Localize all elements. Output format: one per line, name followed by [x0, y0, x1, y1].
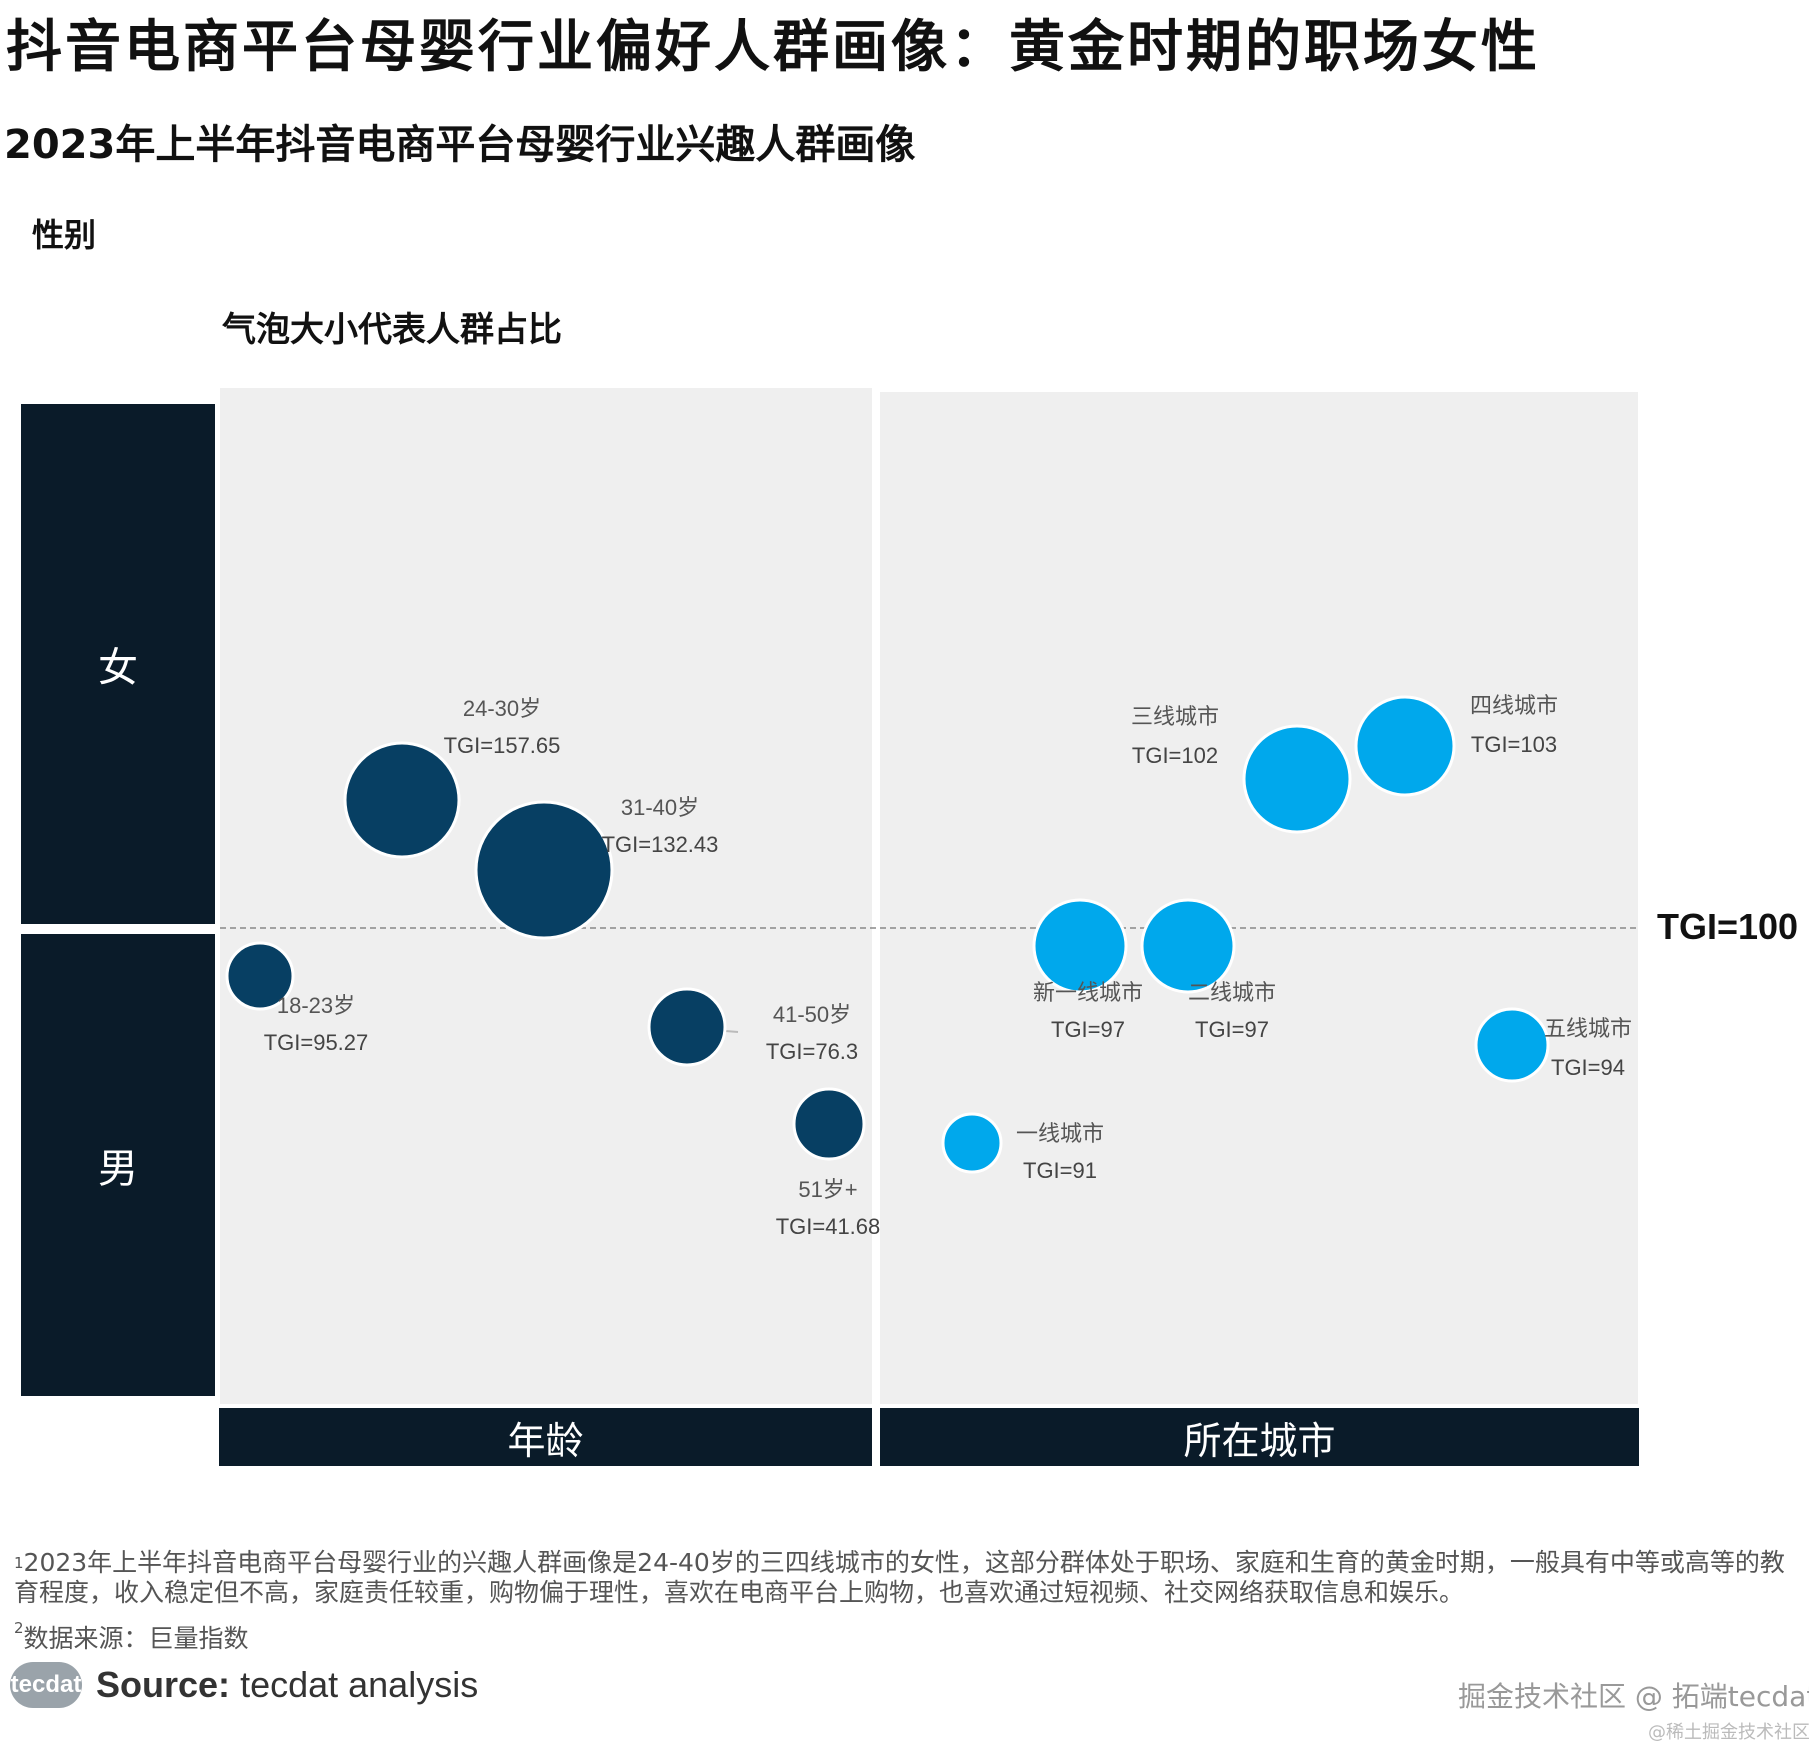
bubble-chart: 18-23岁 TGI=95.27 24-30岁 TGI=157.65 31-40岁 TGI… — [220, 693, 1638, 1239]
bubble-age-1 — [343, 741, 461, 859]
watermark-small: @稀土掘金技术社区 — [1648, 1722, 1809, 1743]
bubble-city-4 — [1354, 695, 1456, 797]
bubble-city-3 — [1242, 724, 1352, 834]
bubble-label-age-1: 24-30岁 — [463, 696, 541, 721]
y-category-male-label: 男 — [98, 1146, 138, 1192]
y-category-female: 女 — [21, 404, 215, 924]
bubble-tgi-age-4: TGI=41.68 — [776, 1214, 881, 1239]
footnote-1-mark: 1 — [14, 1554, 24, 1572]
tecdat-logo: tecdat — [10, 1662, 82, 1708]
footnote-1-text: 2023年上半年抖音电商平台母婴行业的兴趣人群画像是24-40岁的三四线城市的女… — [14, 1548, 1785, 1607]
page-subtitle: 2023年上半年抖音电商平台母婴行业兴趣人群画像 — [4, 122, 916, 168]
bubble-tgi-city-0: TGI=91 — [1023, 1158, 1097, 1183]
y-axis-label: 性别 — [32, 216, 97, 254]
watermark: 掘金技术社区 @ 拓端tecdat — [1458, 1680, 1809, 1713]
bubble-age-4 — [792, 1087, 866, 1161]
x-category-city: 所在城市 — [880, 1408, 1639, 1466]
bubble-label-city-5: 五线城市 — [1544, 1016, 1632, 1041]
bubble-tgi-age-0: TGI=95.27 — [264, 1030, 369, 1055]
bubble-tgi-city-4: TGI=103 — [1471, 732, 1557, 757]
bubble-label-city-1: 新一线城市 — [1033, 980, 1143, 1005]
bubble-label-city-3: 三线城市 — [1131, 704, 1219, 729]
x-category-age-label: 年龄 — [507, 1418, 584, 1463]
bubble-label-city-4: 四线城市 — [1470, 693, 1558, 718]
bubble-label-city-2: 二线城市 — [1188, 980, 1276, 1005]
x-category-age: 年龄 — [219, 1408, 872, 1466]
source-label: Source: — [96, 1664, 231, 1705]
tgi-reference-label: TGI=100 — [1657, 906, 1799, 947]
city-panel — [880, 392, 1638, 1404]
bubble-age-2 — [474, 800, 614, 940]
bubble-city-5 — [1474, 1007, 1550, 1083]
bubble-age-0 — [225, 941, 295, 1011]
bubble-age-3 — [647, 987, 727, 1067]
bubble-label-age-0: 18-23岁 — [277, 993, 355, 1018]
footnote-2-mark: 2 — [14, 1619, 24, 1637]
bubble-tgi-age-2: TGI=132.43 — [602, 832, 719, 857]
footnote-2-text: 数据来源：巨量指数 — [23, 1624, 249, 1653]
x-category-city-label: 所在城市 — [1183, 1418, 1336, 1463]
bubble-label-age-3: 41-50岁 — [773, 1002, 851, 1027]
source-text: tecdat analysis — [240, 1664, 479, 1705]
bubble-city-2 — [1140, 898, 1236, 994]
bubble-tgi-city-5: TGI=94 — [1551, 1055, 1625, 1080]
bubble-label-age-2: 31-40岁 — [621, 795, 699, 820]
source-line: Source: tecdat analysis — [96, 1664, 478, 1706]
page-title: 抖音电商平台母婴行业偏好人群画像：黄金时期的职场女性 — [6, 15, 1540, 80]
bubble-label-city-0: 一线城市 — [1016, 1121, 1104, 1146]
bubble-label-age-4: 51岁+ — [798, 1177, 857, 1202]
bubble-tgi-age-3: TGI=76.3 — [766, 1039, 858, 1064]
bubble-city-0 — [941, 1112, 1003, 1174]
footnote-1: 12023年上半年抖音电商平台母婴行业的兴趣人群画像是24-40岁的三四线城市的… — [14, 1548, 1804, 1608]
footnote-2: 2数据来源：巨量指数 — [14, 1619, 249, 1655]
bubble-tgi-age-1: TGI=157.65 — [444, 733, 561, 758]
bubble-tgi-city-1: TGI=97 — [1051, 1017, 1125, 1042]
y-category-female-label: 女 — [98, 645, 138, 691]
bubble-city-1 — [1032, 898, 1128, 994]
y-category-male: 男 — [21, 934, 215, 1396]
bubble-tgi-city-3: TGI=102 — [1132, 743, 1218, 768]
bubble-size-note: 气泡大小代表人群占比 — [222, 310, 562, 350]
bubble-tgi-city-2: TGI=97 — [1195, 1017, 1269, 1042]
